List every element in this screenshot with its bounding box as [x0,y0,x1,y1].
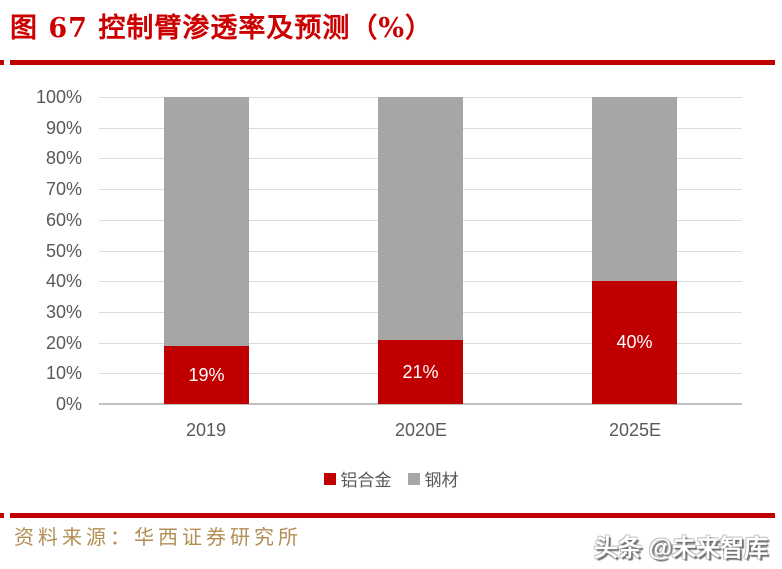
y-tick-label: 80% [45,148,82,169]
bar-segment-steel [164,97,249,346]
bar-segment-aluminum: 19% [164,346,249,404]
legend-swatch-icon [323,472,336,485]
y-tick-label: 40% [45,271,82,292]
source-attribution: 资料来源：华西证券研究所 [14,525,302,549]
divider-dash [0,60,4,65]
x-tick-label: 2019 [185,420,227,440]
bar-2025E: 40% [592,97,677,404]
data-label: 19% [188,364,225,385]
y-tick-label: 70% [45,179,82,200]
bar-segment-steel [378,97,463,340]
data-label: 21% [402,361,439,382]
y-axis-labels: 100% 90% 80% 70% 60% 50% 40% 30% 20% 10% 0% [0,87,82,414]
bar-segment-aluminum: 40% [592,281,677,404]
legend-swatch-icon [407,472,420,485]
bottom-divider [0,513,782,518]
figure-title: 图 67 控制臂渗透率及预测（%） [10,13,434,44]
plot-area: 19% 21% 40% [99,97,742,405]
x-tick-label: 2020E [394,420,448,440]
y-tick-label: 50% [45,240,82,261]
data-label: 40% [616,332,653,352]
bar-segment-steel [592,97,677,281]
divider-dash [0,513,4,518]
y-tick-label: 30% [45,301,82,322]
y-tick-label: 90% [45,117,82,138]
legend-label: 铝合金 [340,471,392,490]
legend-item-steel: 钢材 [407,466,459,491]
y-tick-label: 20% [45,332,82,353]
y-tick-label: 0% [55,394,82,414]
bar-2020E: 21% [378,97,463,404]
y-tick-label: 10% [45,363,82,384]
watermark-label: 头条 @未来智库 [593,535,768,562]
x-axis-line [99,403,742,405]
x-tick-label: 2025E [608,420,662,440]
bar-segment-aluminum: 21% [378,340,463,404]
y-tick-label: 60% [45,209,82,230]
top-divider [0,60,782,65]
chart-legend: 铝合金 钢材 [0,466,782,491]
legend-item-aluminum: 铝合金 [323,466,392,491]
divider-bar [10,60,775,65]
y-tick-label: 100% [35,87,82,107]
legend-label: 钢材 [424,471,459,490]
divider-bar [10,513,775,518]
bar-2019: 19% [164,97,249,404]
